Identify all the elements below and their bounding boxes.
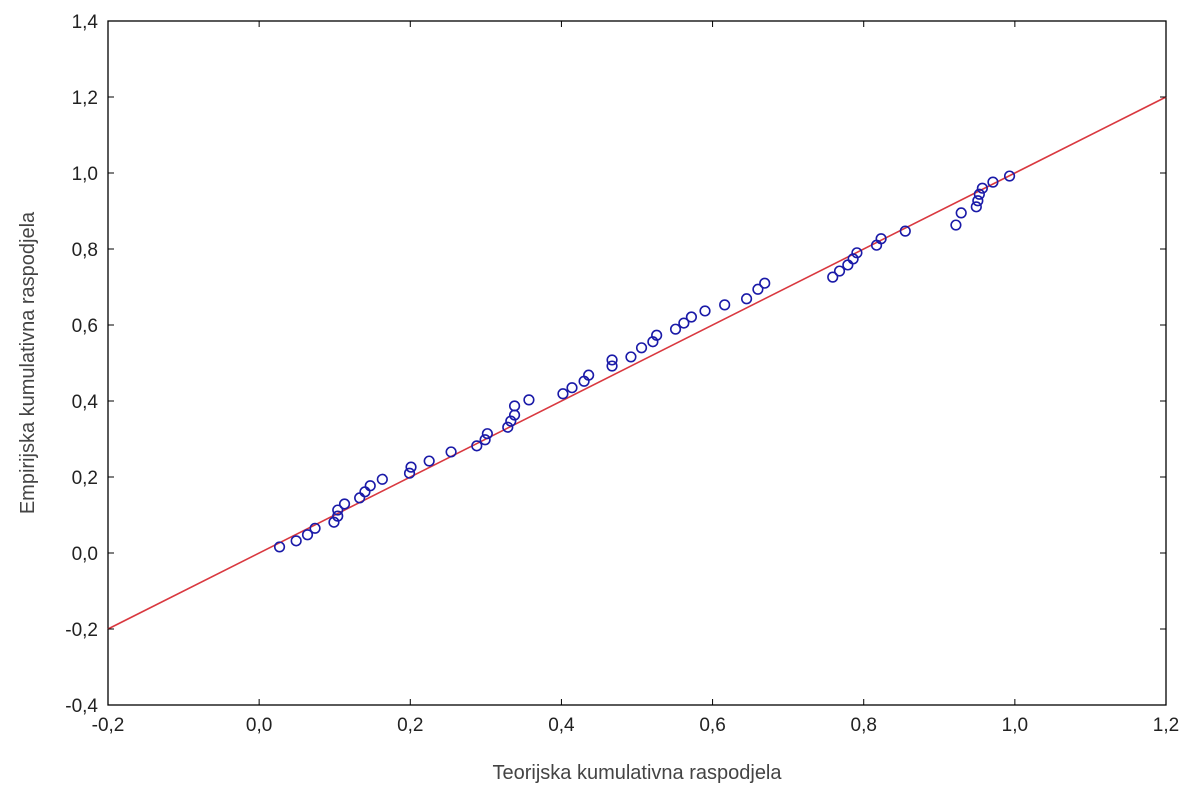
- data-point: [752, 283, 764, 295]
- data-point: [583, 369, 595, 381]
- y-tick-label: 0,4: [72, 392, 99, 413]
- data-point: [338, 498, 351, 510]
- data-point: [976, 182, 988, 194]
- x-tick-label: 0,8: [851, 715, 877, 736]
- data-point: [364, 480, 376, 492]
- x-tick-label: 1,2: [1153, 715, 1179, 736]
- plot-area: [107, 20, 1167, 706]
- data-point: [479, 434, 491, 446]
- data-point: [970, 201, 982, 213]
- data-point: [445, 446, 457, 458]
- data-point: [973, 188, 985, 200]
- data-point: [332, 510, 344, 522]
- data-point: [505, 415, 517, 427]
- data-point: [376, 473, 388, 485]
- data-point: [851, 247, 863, 259]
- data-point: [875, 233, 887, 245]
- y-tick-label: 1,0: [72, 164, 98, 185]
- data-point: [1003, 170, 1016, 182]
- data-point: [759, 277, 771, 289]
- data-point: [678, 317, 690, 329]
- x-tick-label: 0,4: [548, 715, 575, 736]
- y-tick-label: 0,8: [72, 240, 98, 261]
- data-point: [847, 253, 859, 265]
- x-axis-ticks: -0,2 0,0 0,2 0,4 0,6 0,8 1,0 1,2: [92, 21, 1179, 736]
- data-point: [950, 219, 962, 231]
- data-point: [972, 195, 984, 207]
- data-point: [955, 207, 967, 219]
- data-point: [423, 455, 435, 467]
- data-point: [508, 400, 521, 412]
- data-point: [328, 516, 340, 528]
- data-point: [833, 265, 846, 277]
- data-point: [625, 351, 637, 363]
- data-point: [405, 461, 417, 473]
- data-point: [332, 504, 344, 516]
- data-point: [309, 522, 321, 534]
- x-tick-label: 0,2: [397, 715, 423, 736]
- data-point: [523, 394, 535, 406]
- data-point: [557, 388, 569, 400]
- y-tick-label: -0,2: [65, 620, 98, 641]
- data-point: [740, 293, 753, 305]
- y-axis-label: Empirijska kumulativna raspodjela: [17, 211, 39, 514]
- x-tick-label: 1,0: [1002, 715, 1028, 736]
- data-point: [273, 541, 286, 553]
- x-axis-label: Teorijska kumulativna raspodjela: [492, 762, 782, 784]
- data-point: [987, 176, 999, 188]
- data-point: [899, 225, 911, 237]
- data-point: [827, 271, 839, 283]
- y-tick-label: 0,6: [72, 316, 98, 337]
- data-point: [606, 354, 618, 366]
- x-tick-label: 0,6: [699, 715, 725, 736]
- data-point: [290, 535, 302, 547]
- data-point: [301, 529, 314, 541]
- data-point: [502, 421, 514, 433]
- x-tick-label: 0,0: [246, 715, 272, 736]
- data-point: [699, 305, 711, 317]
- data-point: [635, 342, 648, 354]
- data-point: [606, 360, 618, 372]
- y-tick-label: 1,2: [72, 88, 98, 109]
- data-point: [719, 299, 731, 311]
- y-tick-label: 1,4: [72, 12, 99, 33]
- x-tick-label: -0,2: [92, 715, 125, 736]
- y-axis-ticks: -0,4 -0,2 0,0 0,2 0,4 0,6 0,8 1,0 1,2 1,4: [65, 12, 1166, 717]
- data-point: [651, 329, 663, 341]
- data-point: [669, 323, 682, 335]
- data-point: [566, 382, 578, 394]
- y-tick-label: -0,4: [65, 696, 98, 717]
- data-point: [403, 467, 416, 479]
- data-point: [471, 440, 483, 452]
- y-tick-label: 0,0: [72, 544, 98, 565]
- data-points: [273, 170, 1016, 553]
- data-point: [685, 311, 698, 323]
- y-tick-label: 0,2: [72, 468, 98, 489]
- data-point: [481, 428, 493, 440]
